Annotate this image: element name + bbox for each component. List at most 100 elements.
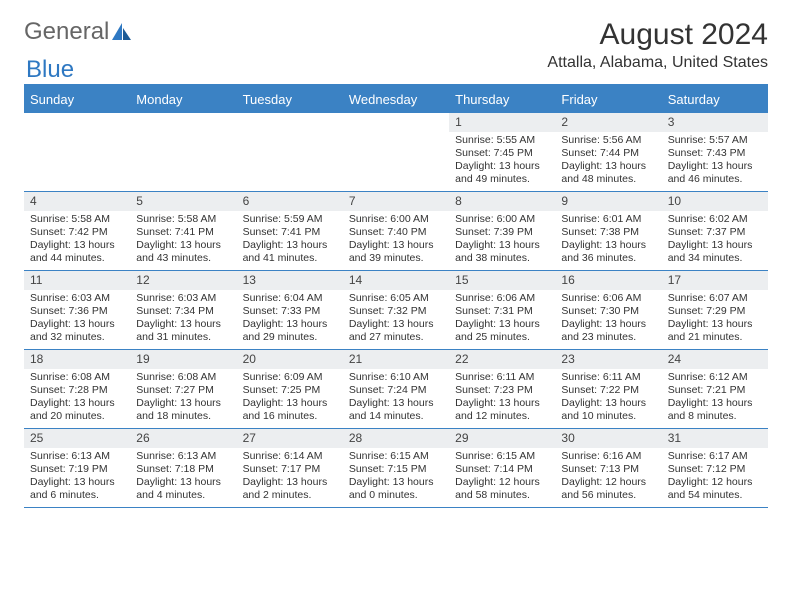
daylight-text: Daylight: 13 hours (30, 318, 124, 331)
day-body: Sunrise: 6:11 AMSunset: 7:23 PMDaylight:… (449, 369, 555, 428)
day-number: 18 (24, 350, 130, 369)
daylight-text: and 23 minutes. (561, 331, 655, 344)
daylight-text: Daylight: 13 hours (349, 318, 443, 331)
daylight-text: Daylight: 13 hours (136, 397, 230, 410)
day-number: 26 (130, 429, 236, 448)
day-body: Sunrise: 6:10 AMSunset: 7:24 PMDaylight:… (343, 369, 449, 428)
day-body: Sunrise: 5:58 AMSunset: 7:41 PMDaylight:… (130, 211, 236, 270)
daylight-text: and 8 minutes. (668, 410, 762, 423)
day-number: 23 (555, 350, 661, 369)
sunset-text: Sunset: 7:33 PM (243, 305, 337, 318)
day-number: 4 (24, 192, 130, 211)
sunset-text: Sunset: 7:41 PM (243, 226, 337, 239)
sunrise-text: Sunrise: 6:06 AM (561, 292, 655, 305)
daylight-text: Daylight: 12 hours (561, 476, 655, 489)
sunset-text: Sunset: 7:14 PM (455, 463, 549, 476)
day-cell: 4Sunrise: 5:58 AMSunset: 7:42 PMDaylight… (24, 192, 130, 270)
day-number: 27 (237, 429, 343, 448)
location: Attalla, Alabama, United States (547, 54, 768, 72)
daylight-text: and 44 minutes. (30, 252, 124, 265)
day-cell: 25Sunrise: 6:13 AMSunset: 7:19 PMDayligh… (24, 429, 130, 507)
sunrise-text: Sunrise: 6:01 AM (561, 213, 655, 226)
calendar: Sunday Monday Tuesday Wednesday Thursday… (24, 84, 768, 508)
day-number: 9 (555, 192, 661, 211)
daylight-text: Daylight: 13 hours (455, 397, 549, 410)
sunset-text: Sunset: 7:39 PM (455, 226, 549, 239)
sunset-text: Sunset: 7:30 PM (561, 305, 655, 318)
logo-text-2: Blue (26, 56, 74, 84)
daylight-text: and 31 minutes. (136, 331, 230, 344)
daylight-text: and 16 minutes. (243, 410, 337, 423)
day-body: Sunrise: 6:16 AMSunset: 7:13 PMDaylight:… (555, 448, 661, 507)
daylight-text: and 12 minutes. (455, 410, 549, 423)
day-body: Sunrise: 6:00 AMSunset: 7:40 PMDaylight:… (343, 211, 449, 270)
sunrise-text: Sunrise: 6:15 AM (455, 450, 549, 463)
logo-text-1: General (24, 18, 109, 46)
day-number: 29 (449, 429, 555, 448)
day-body: Sunrise: 6:15 AMSunset: 7:15 PMDaylight:… (343, 448, 449, 507)
daylight-text: and 10 minutes. (561, 410, 655, 423)
daylight-text: Daylight: 13 hours (243, 318, 337, 331)
sunrise-text: Sunrise: 5:55 AM (455, 134, 549, 147)
sunrise-text: Sunrise: 6:11 AM (561, 371, 655, 384)
title-block: August 2024 Attalla, Alabama, United Sta… (547, 18, 768, 72)
day-body: Sunrise: 6:13 AMSunset: 7:18 PMDaylight:… (130, 448, 236, 507)
daylight-text: Daylight: 13 hours (30, 397, 124, 410)
sunrise-text: Sunrise: 6:12 AM (668, 371, 762, 384)
day-cell: 31Sunrise: 6:17 AMSunset: 7:12 PMDayligh… (662, 429, 768, 507)
sunrise-text: Sunrise: 5:56 AM (561, 134, 655, 147)
day-cell: 10Sunrise: 6:02 AMSunset: 7:37 PMDayligh… (662, 192, 768, 270)
daylight-text: and 48 minutes. (561, 173, 655, 186)
day-cell: 6Sunrise: 5:59 AMSunset: 7:41 PMDaylight… (237, 192, 343, 270)
day-body: Sunrise: 6:06 AMSunset: 7:31 PMDaylight:… (449, 290, 555, 349)
sunset-text: Sunset: 7:31 PM (455, 305, 549, 318)
sunrise-text: Sunrise: 6:08 AM (30, 371, 124, 384)
daylight-text: Daylight: 13 hours (243, 476, 337, 489)
daylight-text: Daylight: 13 hours (30, 476, 124, 489)
sunset-text: Sunset: 7:19 PM (30, 463, 124, 476)
day-header: Friday (555, 86, 661, 113)
daylight-text: and 49 minutes. (455, 173, 549, 186)
month-title: August 2024 (547, 18, 768, 52)
day-cell: 20Sunrise: 6:09 AMSunset: 7:25 PMDayligh… (237, 350, 343, 428)
day-number: 24 (662, 350, 768, 369)
day-number: 17 (662, 271, 768, 290)
sunrise-text: Sunrise: 6:10 AM (349, 371, 443, 384)
day-cell: 12Sunrise: 6:03 AMSunset: 7:34 PMDayligh… (130, 271, 236, 349)
daylight-text: and 34 minutes. (668, 252, 762, 265)
week-row: 11Sunrise: 6:03 AMSunset: 7:36 PMDayligh… (24, 271, 768, 350)
daylight-text: and 41 minutes. (243, 252, 337, 265)
day-number: 22 (449, 350, 555, 369)
sunrise-text: Sunrise: 6:06 AM (455, 292, 549, 305)
day-body: Sunrise: 6:09 AMSunset: 7:25 PMDaylight:… (237, 369, 343, 428)
daylight-text: Daylight: 13 hours (561, 318, 655, 331)
day-body: Sunrise: 6:12 AMSunset: 7:21 PMDaylight:… (662, 369, 768, 428)
daylight-text: and 29 minutes. (243, 331, 337, 344)
daylight-text: Daylight: 13 hours (349, 397, 443, 410)
day-body: Sunrise: 6:08 AMSunset: 7:28 PMDaylight:… (24, 369, 130, 428)
day-body: Sunrise: 5:57 AMSunset: 7:43 PMDaylight:… (662, 132, 768, 191)
day-body: Sunrise: 6:03 AMSunset: 7:34 PMDaylight:… (130, 290, 236, 349)
day-cell: 17Sunrise: 6:07 AMSunset: 7:29 PMDayligh… (662, 271, 768, 349)
day-number: 13 (237, 271, 343, 290)
daylight-text: Daylight: 13 hours (136, 476, 230, 489)
sunset-text: Sunset: 7:37 PM (668, 226, 762, 239)
sunset-text: Sunset: 7:29 PM (668, 305, 762, 318)
day-cell: 24Sunrise: 6:12 AMSunset: 7:21 PMDayligh… (662, 350, 768, 428)
sunrise-text: Sunrise: 5:59 AM (243, 213, 337, 226)
sunset-text: Sunset: 7:40 PM (349, 226, 443, 239)
sunset-text: Sunset: 7:43 PM (668, 147, 762, 160)
day-body: Sunrise: 6:13 AMSunset: 7:19 PMDaylight:… (24, 448, 130, 507)
day-number: 12 (130, 271, 236, 290)
day-cell: 1Sunrise: 5:55 AMSunset: 7:45 PMDaylight… (449, 113, 555, 191)
sunset-text: Sunset: 7:21 PM (668, 384, 762, 397)
sunset-text: Sunset: 7:22 PM (561, 384, 655, 397)
day-cell: 9Sunrise: 6:01 AMSunset: 7:38 PMDaylight… (555, 192, 661, 270)
sunrise-text: Sunrise: 6:03 AM (30, 292, 124, 305)
sunset-text: Sunset: 7:13 PM (561, 463, 655, 476)
day-number: 10 (662, 192, 768, 211)
sunrise-text: Sunrise: 5:58 AM (30, 213, 124, 226)
day-cell: 15Sunrise: 6:06 AMSunset: 7:31 PMDayligh… (449, 271, 555, 349)
sunset-text: Sunset: 7:41 PM (136, 226, 230, 239)
day-cell: 26Sunrise: 6:13 AMSunset: 7:18 PMDayligh… (130, 429, 236, 507)
